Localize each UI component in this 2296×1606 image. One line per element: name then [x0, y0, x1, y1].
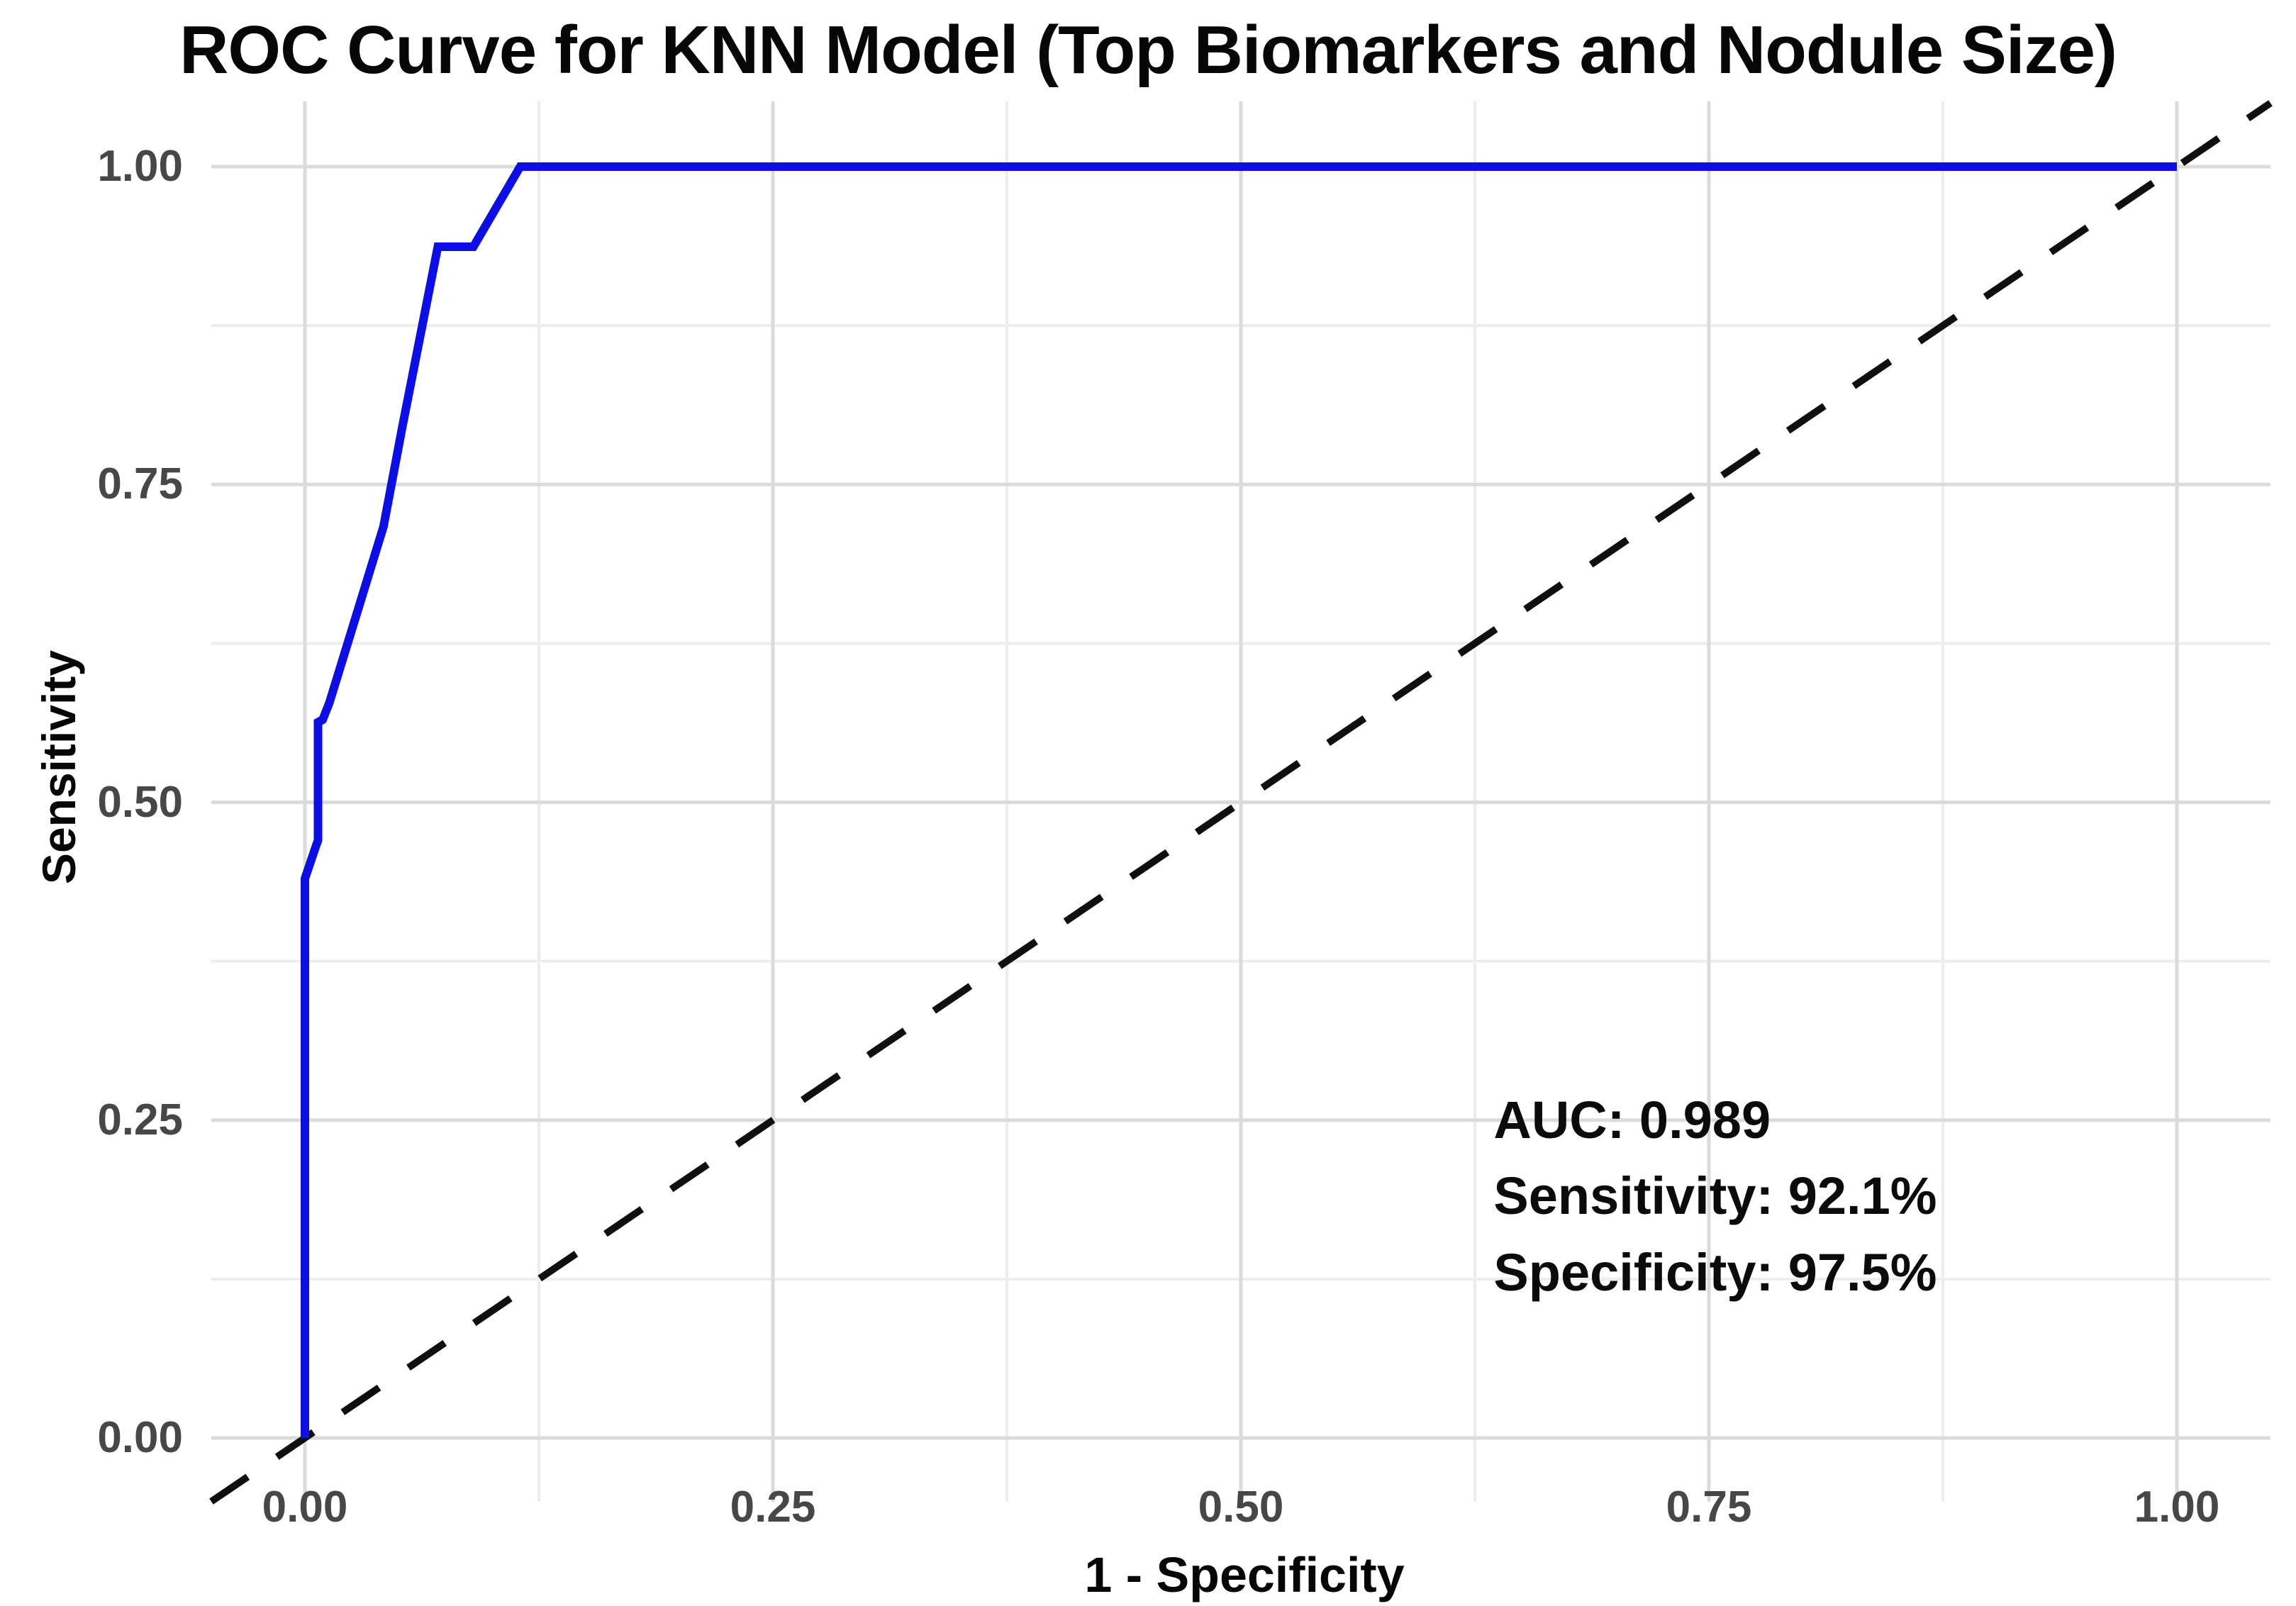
y-tick-label: 0.25	[97, 1095, 183, 1144]
y-tick-label: 0.75	[97, 459, 183, 509]
y-tick-label: 0.00	[97, 1413, 183, 1462]
x-tick-label: 0.50	[1198, 1483, 1284, 1532]
x-tick-label: 0.75	[1666, 1483, 1752, 1532]
specificity-annotation: Specificity: 97.5%	[1493, 1242, 1937, 1302]
chart-title: ROC Curve for KNN Model (Top Biomarkers …	[179, 12, 2117, 88]
x-tick-label: 1.00	[2134, 1483, 2220, 1532]
chance-diagonal-line	[209, 100, 2273, 1505]
sensitivity-annotation: Sensitivity: 92.1%	[1493, 1166, 1937, 1226]
y-tick-label: 0.50	[97, 777, 183, 827]
y-tick-label: 1.00	[97, 142, 183, 191]
auc-annotation: AUC: 0.989	[1493, 1090, 1771, 1149]
major-gridlines	[211, 101, 2270, 1502]
y-axis-title: Sensitivity	[33, 649, 85, 885]
roc-curve-line	[301, 162, 2177, 1438]
x-axis-title: 1 - Specificity	[1084, 1547, 1405, 1602]
x-tick-label: 0.00	[262, 1483, 348, 1532]
x-tick-label: 0.25	[730, 1483, 816, 1532]
